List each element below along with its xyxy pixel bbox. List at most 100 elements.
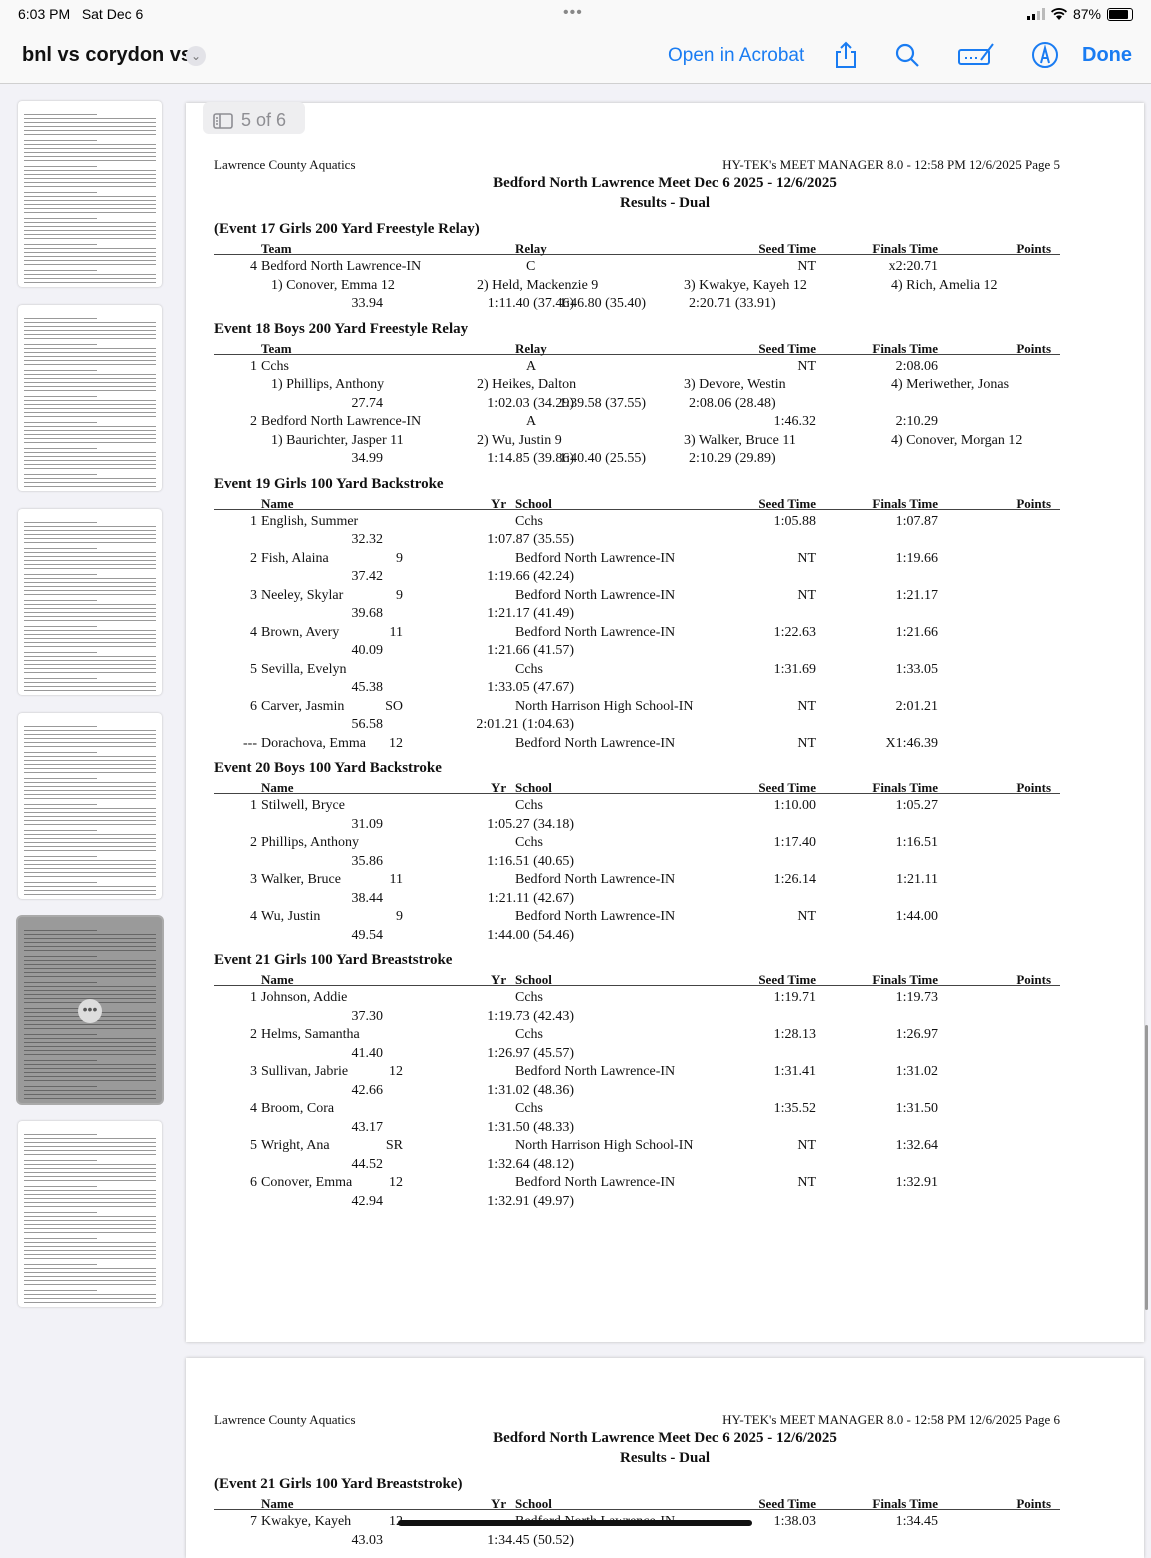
seed-time: NT — [797, 259, 816, 274]
name: Dorachova, Emma — [261, 735, 366, 751]
event-title: Event 20 Boys 100 Yard Backstroke — [214, 760, 442, 776]
split: 39.68 — [351, 606, 384, 621]
thumbnail-line — [24, 170, 156, 171]
page-thumbnail[interactable] — [18, 305, 162, 491]
split: 45.38 — [351, 680, 384, 695]
thumbnail-line — [24, 690, 156, 691]
result-row: 5 Wright, Ana SR North Harrison High School… — [214, 1138, 1060, 1175]
swimmer: 4) Conover, Morgan 12 — [891, 432, 1023, 448]
wifi-icon — [1050, 8, 1067, 20]
split: 27.74 — [351, 395, 384, 411]
page-thumbnail[interactable] — [18, 713, 162, 899]
relay: C — [526, 259, 536, 274]
team: Bedford North Lawrence-IN — [261, 259, 422, 274]
year: 9 — [396, 550, 403, 566]
thumbnail-line — [24, 196, 156, 197]
thumbnail-line — [24, 574, 97, 575]
multitask-dots[interactable]: ••• — [563, 4, 583, 21]
home-indicator[interactable] — [398, 1520, 752, 1526]
split: 41.40 — [351, 1045, 384, 1061]
thumbnail-line — [24, 950, 156, 951]
finals-time: 1:05.27 — [895, 798, 938, 813]
swimmer: 2) Held, Mackenzie 9 — [477, 277, 599, 293]
thumbnail-line — [24, 534, 156, 535]
thumbnail-line — [24, 182, 156, 183]
name: Carver, Jasmin — [261, 698, 345, 714]
thumbnail-line — [24, 1134, 97, 1135]
thumbnail-line — [24, 464, 156, 465]
search-icon[interactable] — [892, 40, 922, 70]
school: Cchs — [515, 990, 543, 1005]
thumbnail-line — [24, 334, 156, 335]
open-in-acrobat-button[interactable]: Open in Acrobat — [668, 45, 805, 66]
seed-time: NT — [797, 550, 816, 566]
result-main-line: 2 Fish, Alaina 9 Bedford North Lawrence-IN N… — [214, 551, 1060, 570]
event-block: Event 19 Girls 100 Yard Backstroke Name Yr… — [214, 476, 1060, 755]
thumbnail-line — [24, 218, 97, 219]
thumbnail-line — [24, 1094, 156, 1095]
more-options-icon[interactable]: ••• — [78, 999, 102, 1023]
thumbnail-line — [24, 448, 97, 449]
pencil-circle-icon[interactable] — [1030, 40, 1060, 70]
school: Cchs — [515, 1027, 543, 1042]
relay: A — [526, 414, 537, 429]
thumbnail-line — [24, 608, 156, 609]
column-header-label: Seed Time — [758, 972, 816, 987]
done-button[interactable]: Done — [1082, 44, 1132, 66]
name: Wright, Ana — [261, 1138, 330, 1153]
markup-icon[interactable] — [957, 40, 995, 70]
page-thumbnail[interactable] — [18, 1121, 162, 1307]
document-title[interactable]: bnl vs corydon vs — [22, 44, 193, 66]
page-thumbnail[interactable] — [18, 509, 162, 695]
thumbnail-line — [24, 960, 156, 961]
thumbnail-line — [24, 1220, 156, 1221]
split: 1:31.02 (48.36) — [487, 1082, 574, 1098]
thumbnail-line — [24, 1176, 156, 1177]
split: 1:44.00 (54.46) — [487, 927, 574, 943]
column-header-label: Yr — [491, 780, 507, 795]
split: 1:05.27 (34.18) — [487, 816, 574, 832]
thumbnail-line — [24, 668, 156, 669]
school: Bedford North Lawrence-IN — [515, 735, 676, 751]
splits-line: 40.09 1:21.66 (41.57) — [214, 643, 1060, 662]
year: SR — [385, 1138, 403, 1153]
page-thumbnail[interactable]: ••• — [18, 917, 162, 1103]
split: 2:10.29 (29.89) — [689, 451, 776, 466]
thumbnail-line — [24, 790, 156, 791]
thumbnail-line — [24, 1216, 156, 1217]
thumbnail-line — [24, 522, 97, 523]
thumbnail-line — [24, 734, 156, 735]
thumbnail-line — [24, 820, 156, 821]
thumbnail-line — [24, 230, 156, 231]
thumbnail-line — [24, 1150, 156, 1151]
thumbnail-line — [24, 486, 156, 487]
split: 1:07.87 (35.55) — [487, 532, 574, 547]
thumbnail-line — [24, 1212, 97, 1213]
school: Bedford North Lawrence-IN — [515, 1064, 676, 1079]
split: 42.94 — [351, 1193, 384, 1209]
school: Bedford North Lawrence-IN — [515, 624, 676, 640]
place: 1 — [250, 990, 257, 1005]
share-icon[interactable] — [831, 40, 861, 70]
chevron-down-icon[interactable]: ⌄ — [186, 46, 206, 66]
thumbnail-line — [24, 794, 156, 795]
result-main-line: 6 Conover, Emma 12 Bedford North Lawrence-I… — [214, 1175, 1060, 1194]
thumbnail-line — [24, 778, 97, 779]
swimmer: 2) Heikes, Dalton — [477, 377, 577, 392]
thumbnail-line — [24, 642, 156, 643]
result-main-line: 3 Sullivan, Jabrie 12 Bedford North Lawrenc… — [214, 1064, 1060, 1083]
thumbnail-line — [24, 894, 156, 895]
thumbnail-line — [24, 370, 97, 371]
event-title: Event 18 Boys 200 Yard Freestyle Relay — [214, 320, 469, 337]
scrollbar[interactable] — [1145, 1025, 1148, 1310]
thumbnail-line — [24, 434, 156, 435]
thumbnail-line — [24, 1290, 97, 1291]
page-thumbnail[interactable] — [18, 101, 162, 287]
thumbnail-line — [24, 552, 156, 553]
column-header: Name Yr School Seed Time Finals Time Points — [214, 780, 1060, 795]
seed-time: 1:46.32 — [773, 414, 816, 429]
software-info: HY-TEK's MEET MANAGER 8.0 - 12:58 PM 12/… — [722, 1412, 1060, 1427]
thumbnail-line — [24, 352, 156, 353]
thumbnail-line — [24, 1072, 156, 1073]
thumbnail-line — [24, 374, 156, 375]
